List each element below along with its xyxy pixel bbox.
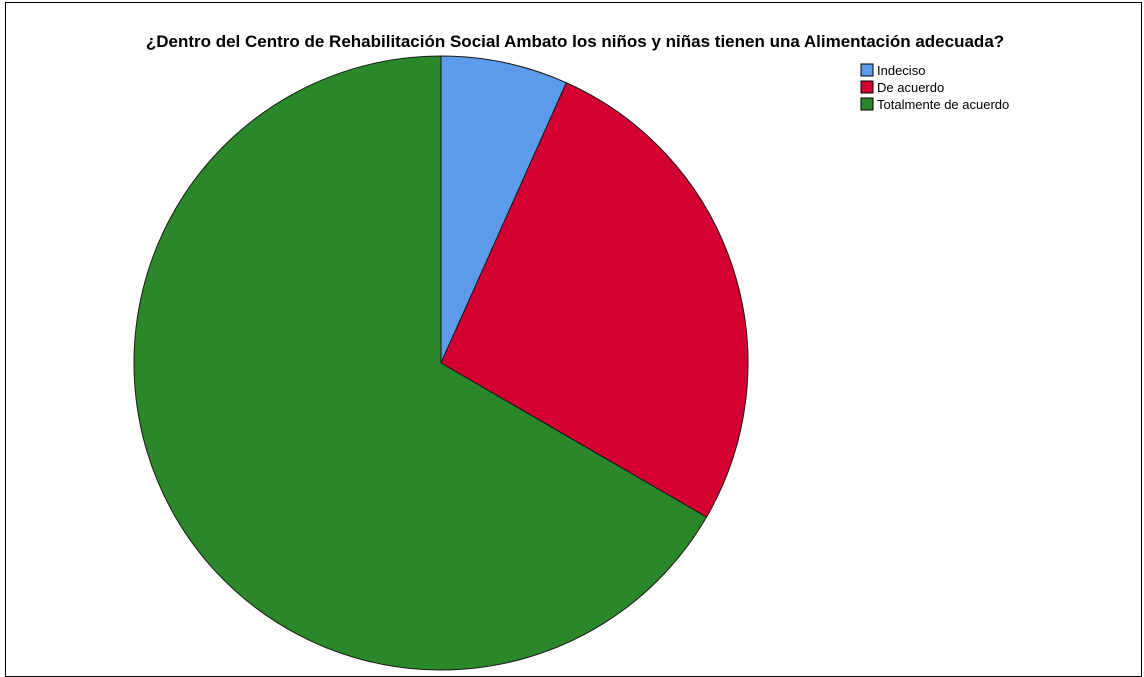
pie-slice-totalmente-de-acuerdo [133,55,708,671]
legend-label-indeciso: Indeciso [877,63,925,78]
pie-slice-indeciso [440,55,567,364]
legend-swatch-totalmente-de-acuerdo [860,97,874,111]
legend-label-totalmente-de-acuerdo: Totalmente de acuerdo [877,97,1009,112]
pie-slices [133,55,749,671]
legend-swatch-de-acuerdo [860,80,874,94]
pie-slice-de-acuerdo [440,82,749,518]
legend-label-de-acuerdo: De acuerdo [877,80,944,95]
chart-title: ¿Dentro del Centro de Rehabilitación Soc… [146,32,1004,51]
legend: Indeciso De acuerdo Totalmente de acuerdo [860,63,1009,112]
legend-swatch-indeciso [860,63,874,77]
